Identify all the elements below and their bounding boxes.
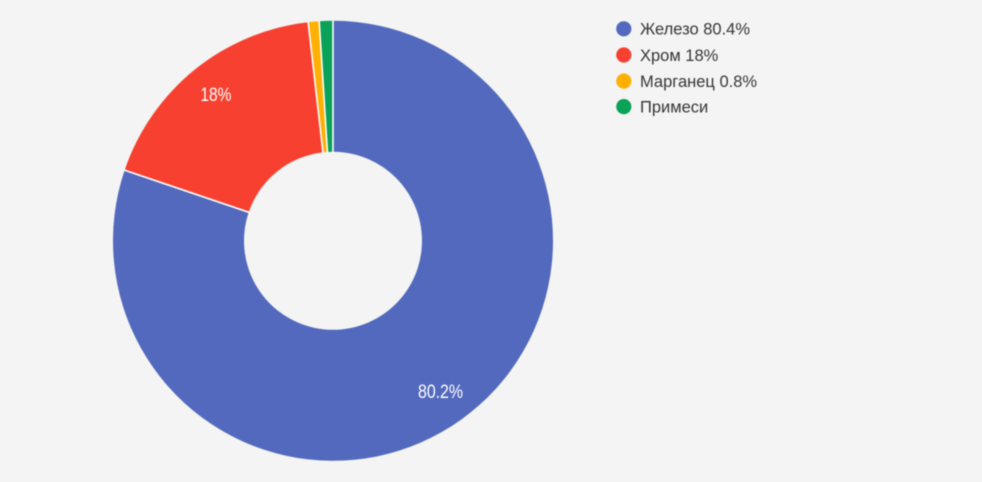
svg-text:18%: 18% xyxy=(200,85,231,106)
svg-text:Железо 80.4%: Железо 80.4% xyxy=(640,21,750,39)
svg-text:Хром 18%: Хром 18% xyxy=(640,47,719,65)
svg-text:Марганец 0.8%: Марганец 0.8% xyxy=(640,73,757,91)
svg-text:80.2%: 80.2% xyxy=(418,382,463,403)
svg-text:Примеси: Примеси xyxy=(640,99,708,117)
